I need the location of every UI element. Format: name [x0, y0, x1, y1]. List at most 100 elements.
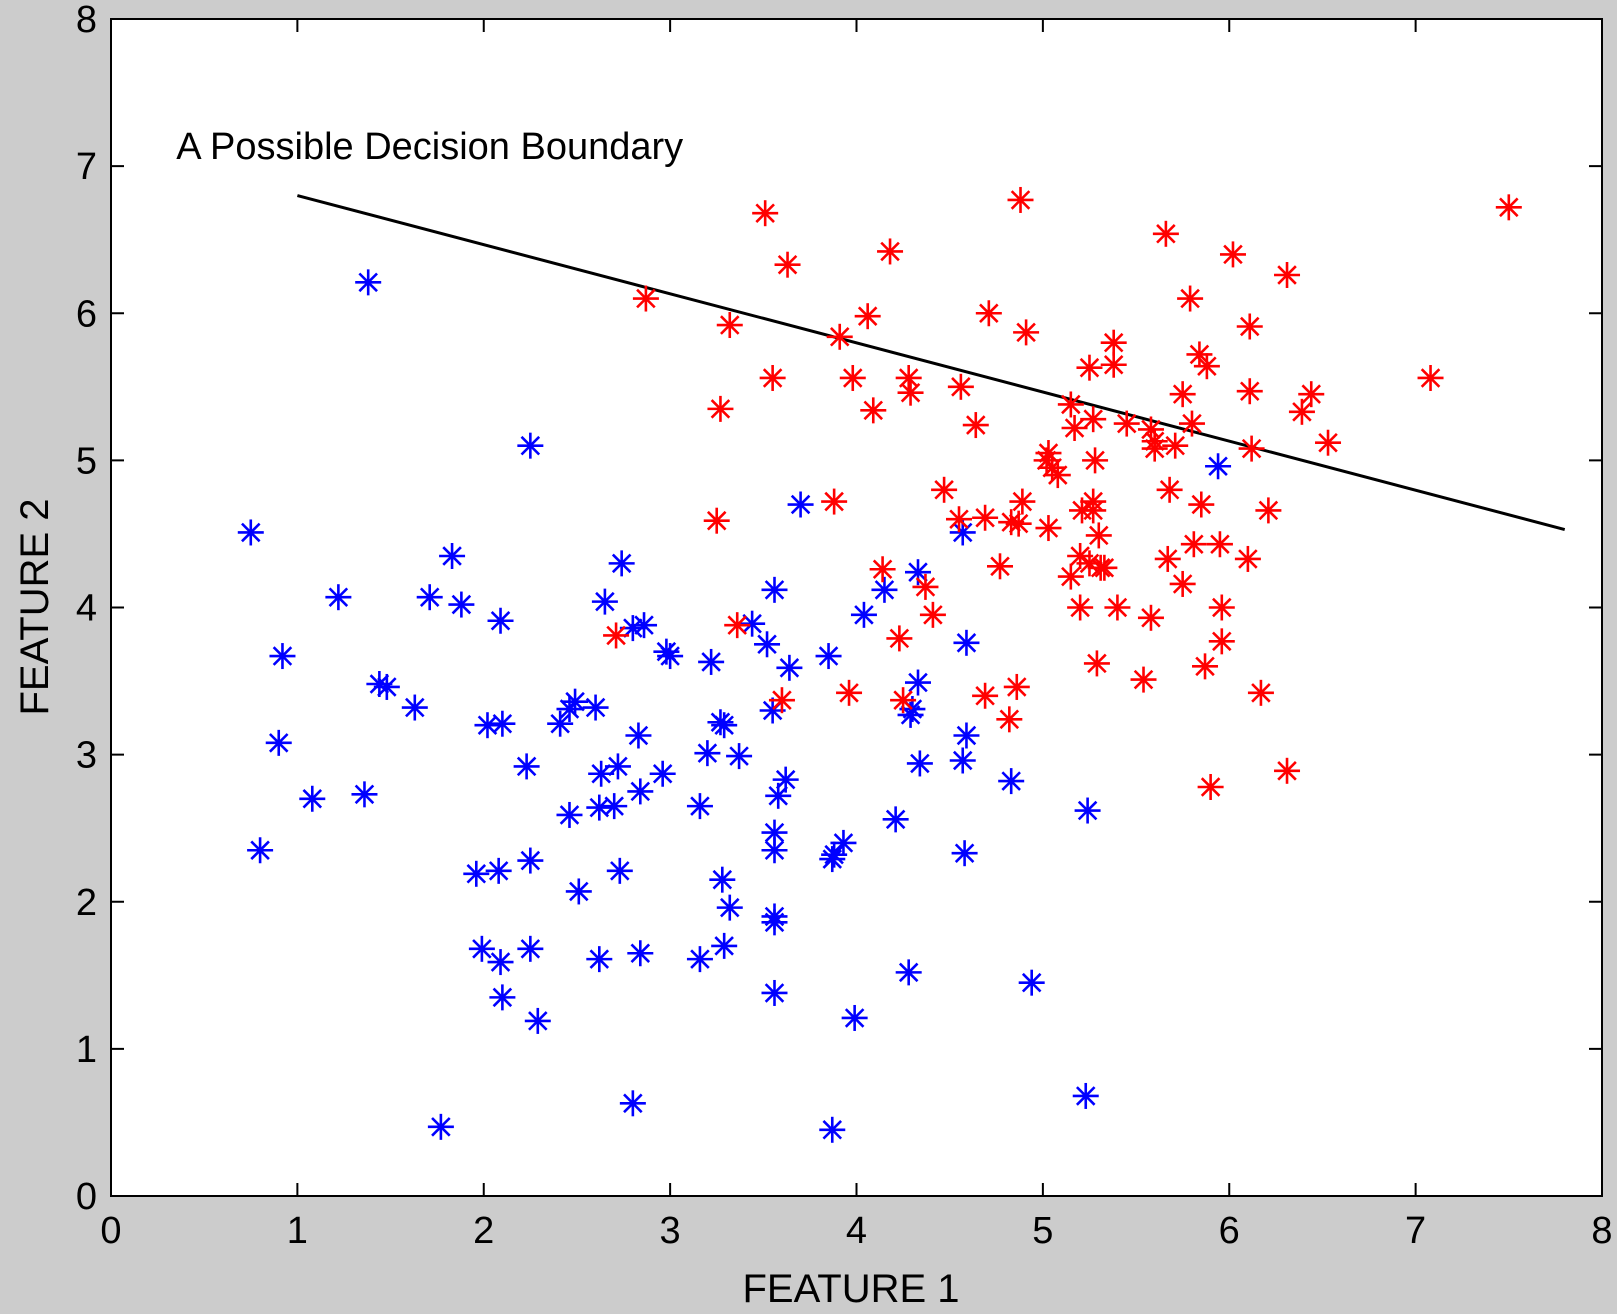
red-point-marker [947, 373, 974, 400]
red-point-marker [1083, 650, 1110, 677]
red-point-marker [877, 238, 904, 265]
blue-point-marker [686, 946, 713, 973]
red-point-marker [1141, 435, 1168, 462]
red-point-marker [854, 303, 881, 330]
y-tick-label: 4 [76, 588, 97, 630]
red-point-marker [860, 397, 887, 424]
red-point-marker [1005, 510, 1032, 537]
red-point-marker [1234, 545, 1261, 572]
blue-point-marker [565, 878, 592, 905]
red-point-marker [869, 556, 896, 583]
red-point-marker [768, 687, 795, 714]
blue-point-marker [439, 543, 466, 570]
red-point-marker [752, 200, 779, 227]
red-point-marker [1130, 666, 1157, 693]
red-point-marker [1009, 488, 1036, 515]
y-tick-label: 5 [76, 440, 97, 482]
blue-point-marker [517, 432, 544, 459]
x-tick-label: 8 [1591, 1210, 1612, 1252]
x-tick-label: 7 [1405, 1210, 1426, 1252]
red-point-marker [1080, 488, 1107, 515]
blue-point-marker [625, 722, 652, 749]
y-tick-label: 7 [76, 146, 97, 188]
y-tick-label: 6 [76, 293, 97, 335]
blue-point-marker [905, 669, 932, 696]
red-point-marker [1057, 563, 1084, 590]
blue-point-marker [517, 847, 544, 874]
x-tick-label: 3 [660, 1210, 681, 1252]
blue-point-marker [949, 747, 976, 774]
blue-point-marker [716, 894, 743, 921]
blue-point-marker [606, 857, 633, 884]
blue-point-marker [448, 591, 475, 618]
red-point-marker [1188, 491, 1215, 518]
blue-point-marker [247, 837, 274, 864]
blue-point-marker [871, 576, 898, 603]
red-point-marker [1288, 398, 1315, 425]
blue-point-marker [517, 935, 544, 962]
y-axis-label: FEATURE 2 [13, 498, 57, 715]
red-point-marker [1206, 531, 1233, 558]
x-tick-label: 0 [100, 1210, 121, 1252]
red-point-marker [1197, 773, 1224, 800]
blue-point-marker [998, 768, 1025, 795]
red-point-marker [1192, 653, 1219, 680]
red-point-marker [972, 504, 999, 531]
blue-point-marker [524, 1007, 551, 1034]
blue-point-marker [772, 766, 799, 793]
blue-point-marker [631, 612, 658, 639]
red-point-marker [1193, 353, 1220, 380]
red-point-marker [716, 312, 743, 339]
red-point-marker [1177, 285, 1204, 312]
red-point-marker [1057, 391, 1084, 418]
blue-point-marker [487, 949, 514, 976]
red-point-marker [1236, 313, 1263, 340]
blue-point-marker [953, 722, 980, 749]
red-point-marker [1100, 351, 1127, 378]
blue-point-marker [604, 753, 631, 780]
y-tick-label: 8 [76, 0, 97, 41]
red-point-marker [1178, 410, 1205, 437]
y-tick-label: 1 [76, 1029, 97, 1071]
red-point-marker [1154, 545, 1181, 572]
blue-point-marker [487, 607, 514, 634]
red-point-marker [839, 364, 866, 391]
blue-point-marker [591, 588, 618, 615]
blue-point-marker [474, 712, 501, 739]
blue-point-marker [601, 793, 628, 820]
x-axis-label: FEATURE 1 [742, 1267, 959, 1311]
y-tick-label: 3 [76, 735, 97, 777]
red-point-marker [1091, 554, 1118, 581]
red-point-marker [1152, 220, 1179, 247]
red-point-marker [1208, 628, 1235, 655]
red-point-marker [703, 507, 730, 534]
blue-point-marker [299, 785, 326, 812]
blue-point-marker [627, 778, 654, 805]
x-tick-label: 4 [846, 1210, 867, 1252]
blue-point-marker [269, 643, 296, 670]
red-point-marker [1169, 381, 1196, 408]
red-point-marker [707, 395, 734, 422]
blue-point-marker [427, 1113, 454, 1140]
red-point-marker [1104, 594, 1131, 621]
red-point-marker [987, 553, 1014, 580]
blue-point-marker [776, 654, 803, 681]
blue-point-marker [485, 857, 512, 884]
red-point-marker [1137, 604, 1164, 631]
blue-point-marker [830, 829, 857, 856]
x-tick-label: 1 [287, 1210, 308, 1252]
blue-point-marker [906, 750, 933, 777]
red-point-marker [1274, 757, 1301, 784]
red-point-marker [724, 612, 751, 639]
red-point-marker [836, 679, 863, 706]
blue-point-marker [819, 846, 846, 873]
red-point-marker [886, 625, 913, 652]
blue-point-marker [373, 673, 400, 700]
red-point-marker [1082, 447, 1109, 474]
red-point-marker [1236, 378, 1263, 405]
blue-point-marker [882, 806, 909, 833]
red-point-marker [1298, 381, 1325, 408]
red-point-marker [759, 364, 786, 391]
decision-boundary-line [296, 194, 1566, 531]
